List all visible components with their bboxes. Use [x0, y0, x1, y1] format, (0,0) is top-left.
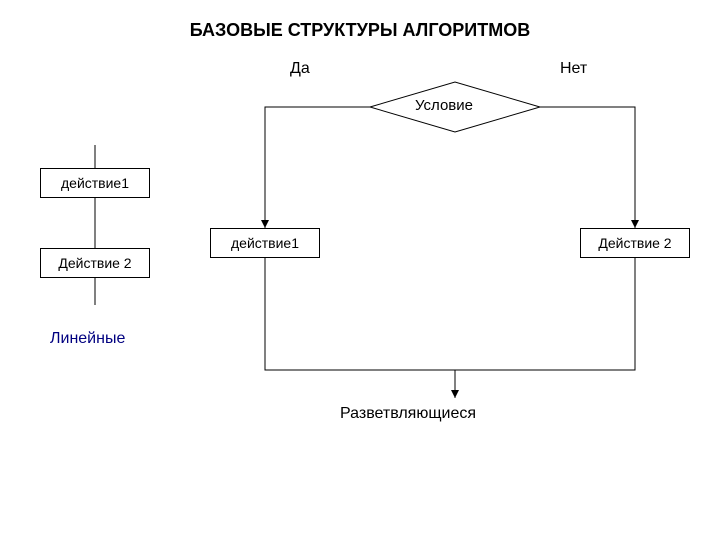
arrowhead — [631, 220, 639, 228]
branch-action-2: Действие 2 — [580, 228, 690, 258]
line — [455, 258, 635, 370]
line — [540, 107, 635, 228]
node-text: Действие 2 — [58, 255, 131, 271]
yes-label: Да — [290, 60, 310, 78]
line — [265, 258, 455, 370]
branching-caption: Разветвляющиеся — [340, 405, 476, 423]
condition-label: Условие — [415, 97, 473, 114]
node-text: действие1 — [61, 175, 129, 191]
linear-action-2: Действие 2 — [40, 248, 150, 278]
linear-action-1: действие1 — [40, 168, 150, 198]
branch-action-1: действие1 — [210, 228, 320, 258]
node-text: Действие 2 — [598, 235, 671, 251]
linear-caption: Линейные — [50, 330, 125, 348]
arrowhead — [261, 220, 269, 228]
node-text: действие1 — [231, 235, 299, 251]
arrowhead — [451, 390, 459, 398]
line — [265, 107, 370, 228]
no-label: Нет — [560, 60, 587, 78]
